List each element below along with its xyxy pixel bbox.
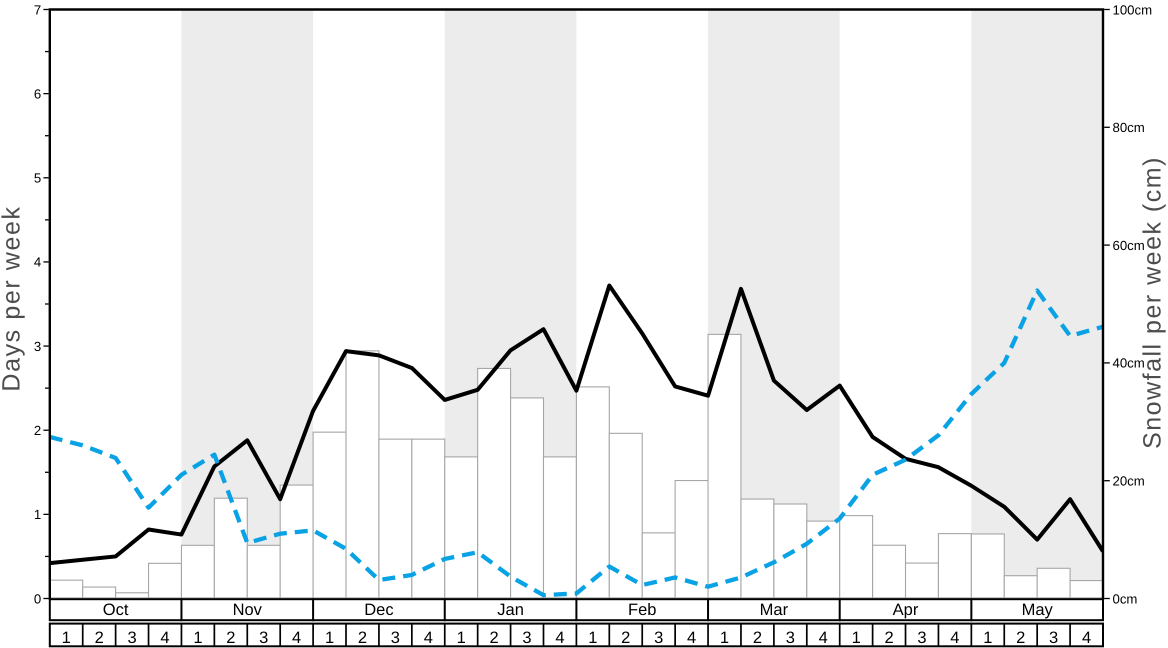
svg-text:Jan: Jan xyxy=(497,601,524,619)
svg-text:100cm: 100cm xyxy=(1113,2,1153,17)
svg-text:May: May xyxy=(1022,601,1054,619)
svg-text:4: 4 xyxy=(1082,629,1091,647)
svg-text:20cm: 20cm xyxy=(1113,474,1145,489)
svg-text:1: 1 xyxy=(34,507,41,522)
svg-text:40cm: 40cm xyxy=(1113,356,1145,371)
svg-text:Nov: Nov xyxy=(233,601,263,619)
svg-text:2: 2 xyxy=(753,629,762,647)
svg-text:2: 2 xyxy=(358,629,367,647)
svg-text:3: 3 xyxy=(391,629,400,647)
svg-text:3: 3 xyxy=(654,629,663,647)
svg-text:3: 3 xyxy=(1049,629,1058,647)
svg-text:60cm: 60cm xyxy=(1113,238,1145,253)
svg-text:1: 1 xyxy=(457,629,466,647)
svg-text:80cm: 80cm xyxy=(1113,120,1145,135)
svg-text:3: 3 xyxy=(522,629,531,647)
svg-text:2: 2 xyxy=(226,629,235,647)
svg-text:Dec: Dec xyxy=(364,601,393,619)
svg-text:1: 1 xyxy=(193,629,202,647)
svg-text:2: 2 xyxy=(1016,629,1025,647)
svg-text:4: 4 xyxy=(424,629,433,647)
svg-text:5: 5 xyxy=(34,171,41,186)
svg-text:Apr: Apr xyxy=(893,601,919,619)
svg-text:4: 4 xyxy=(34,255,41,270)
svg-text:6: 6 xyxy=(34,86,41,101)
svg-text:2: 2 xyxy=(490,629,499,647)
svg-text:2: 2 xyxy=(621,629,630,647)
svg-text:1: 1 xyxy=(983,629,992,647)
svg-text:1: 1 xyxy=(720,629,729,647)
svg-text:Mar: Mar xyxy=(760,601,789,619)
svg-text:3: 3 xyxy=(917,629,926,647)
svg-text:2: 2 xyxy=(95,629,104,647)
svg-text:1: 1 xyxy=(852,629,861,647)
svg-text:0cm: 0cm xyxy=(1113,591,1138,606)
svg-text:3: 3 xyxy=(34,339,41,354)
svg-text:3: 3 xyxy=(127,629,136,647)
svg-text:1: 1 xyxy=(325,629,334,647)
svg-text:Oct: Oct xyxy=(103,601,129,619)
svg-text:3: 3 xyxy=(786,629,795,647)
svg-text:1: 1 xyxy=(62,629,71,647)
svg-text:2: 2 xyxy=(884,629,893,647)
svg-text:4: 4 xyxy=(819,629,828,647)
svg-text:4: 4 xyxy=(950,629,959,647)
svg-text:2: 2 xyxy=(34,423,41,438)
svg-text:Feb: Feb xyxy=(628,601,656,619)
svg-text:4: 4 xyxy=(292,629,301,647)
svg-text:4: 4 xyxy=(160,629,169,647)
svg-text:3: 3 xyxy=(259,629,268,647)
svg-text:4: 4 xyxy=(555,629,564,647)
svg-text:4: 4 xyxy=(687,629,696,647)
svg-text:7: 7 xyxy=(34,2,41,17)
svg-text:1: 1 xyxy=(588,629,597,647)
svg-text:0: 0 xyxy=(34,591,41,606)
